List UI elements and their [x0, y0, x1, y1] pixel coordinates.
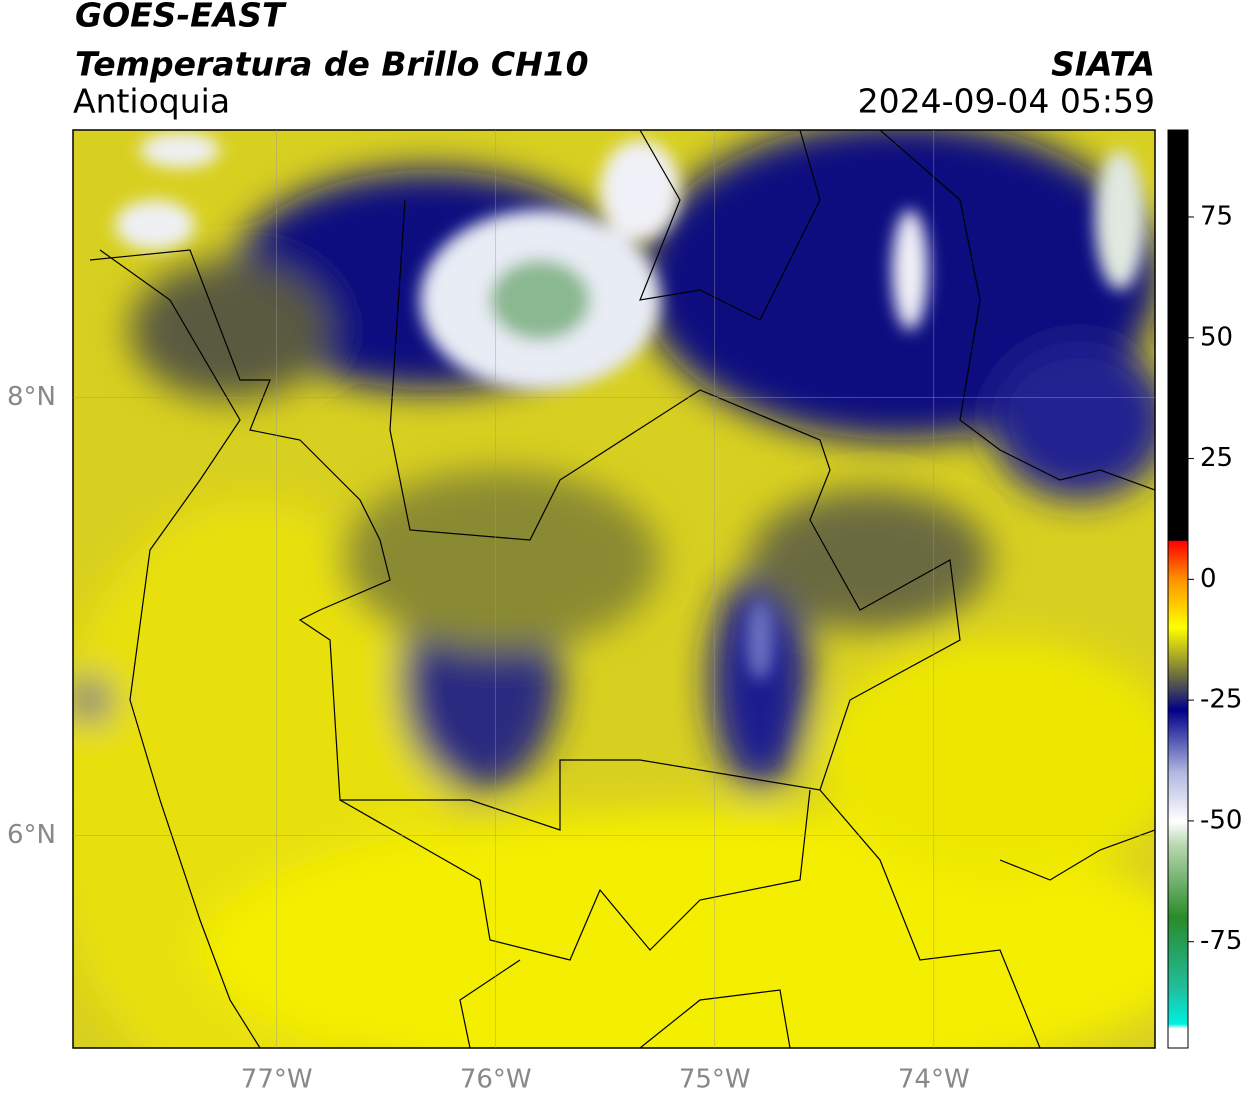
lat-label: 6°N — [7, 820, 56, 850]
region: Antioquia — [73, 82, 230, 121]
colorbar — [1167, 129, 1189, 1049]
map-frame — [72, 129, 1156, 1049]
colorbar-label: -75 — [1200, 926, 1242, 956]
title: GOES-EAST — [75, 0, 287, 35]
subtitle: Temperatura de Brillo CH10 — [75, 45, 589, 84]
colorbar-label: -25 — [1200, 685, 1242, 715]
timestamp: 2024-09-04 05:59 — [858, 82, 1155, 121]
colorbar-label: 75 — [1200, 201, 1233, 231]
lon-label: 74°W — [898, 1065, 970, 1095]
lat-label: 8°N — [7, 382, 56, 412]
colorbar-label: 0 — [1200, 564, 1217, 594]
satellite-image — [73, 130, 1155, 1048]
source: SIATA — [1051, 45, 1155, 84]
lon-label: 76°W — [460, 1065, 532, 1095]
colorbar-label: 50 — [1200, 322, 1233, 352]
lon-label: 77°W — [241, 1065, 313, 1095]
lon-label: 75°W — [679, 1065, 751, 1095]
colorbar-label: 25 — [1200, 443, 1233, 473]
colorbar-label: -50 — [1200, 805, 1242, 835]
